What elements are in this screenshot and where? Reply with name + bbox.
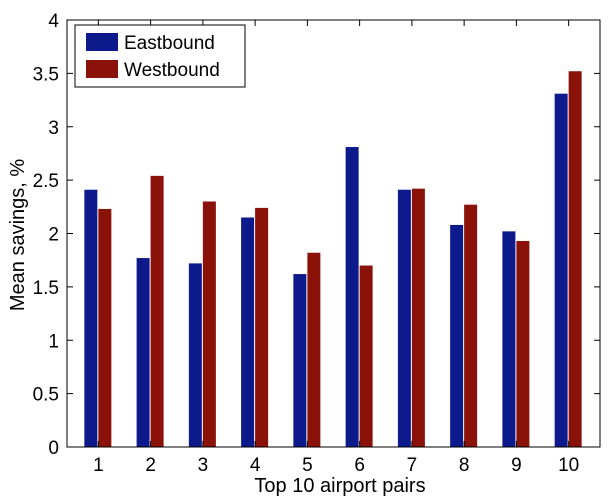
x-tick-label: 10 <box>558 455 579 476</box>
bar-eastbound-5 <box>293 274 307 447</box>
y-tick-label: 2.5 <box>33 171 59 192</box>
y-tick-label: 4 <box>48 11 59 32</box>
legend-swatch-eastbound <box>86 33 118 51</box>
bar-eastbound-8 <box>450 224 464 447</box>
bar-westbound-5 <box>307 252 321 447</box>
y-tick-label: 1.5 <box>33 278 59 299</box>
bar-westbound-10 <box>568 71 582 448</box>
bar-eastbound-10 <box>554 93 568 447</box>
bar-westbound-1 <box>98 208 112 447</box>
x-tick-label: 3 <box>198 455 209 476</box>
bar-westbound-8 <box>464 204 478 447</box>
y-tick-label: 2 <box>48 225 59 246</box>
ticks-layer: 0 0.5 1 1.5 2 2.5 3 3.5 4 1 2 3 4 5 6 7 8 9 10 <box>33 11 600 476</box>
x-tick-label: 2 <box>145 455 156 476</box>
bar-eastbound-2 <box>136 258 150 447</box>
x-tick-label: 8 <box>459 455 470 476</box>
bar-westbound-4 <box>255 207 269 447</box>
legend-label-eastbound: Eastbound <box>124 33 215 54</box>
y-axis-label: Mean savings, % <box>7 159 29 312</box>
x-tick-label: 9 <box>511 455 522 476</box>
bar-westbound-3 <box>202 201 216 447</box>
y-tick-label: 0.5 <box>33 385 59 406</box>
legend: Eastbound Westbound <box>74 24 246 88</box>
bar-westbound-2 <box>150 175 164 448</box>
legend-label-westbound: Westbound <box>124 60 220 81</box>
y-tick-label: 3 <box>48 118 59 139</box>
bar-eastbound-6 <box>345 147 359 447</box>
y-tick-label: 3.5 <box>33 64 59 85</box>
legend-swatch-westbound <box>86 60 118 78</box>
x-tick-label: 7 <box>407 455 418 476</box>
x-axis-label: Top 10 airport pairs <box>254 475 425 497</box>
x-tick-label: 4 <box>250 455 261 476</box>
bars-layer <box>84 71 582 448</box>
bar-eastbound-4 <box>241 217 255 447</box>
bar-eastbound-7 <box>397 189 411 448</box>
x-tick-label: 6 <box>354 455 365 476</box>
bar-westbound-7 <box>411 188 425 448</box>
x-tick-label: 5 <box>302 455 313 476</box>
bar-westbound-6 <box>359 265 373 447</box>
bar-eastbound-1 <box>84 189 98 448</box>
bar-eastbound-9 <box>502 231 516 447</box>
bar-eastbound-3 <box>188 263 202 447</box>
x-tick-label: 1 <box>93 455 104 476</box>
y-tick-label: 1 <box>48 331 59 352</box>
bar-westbound-9 <box>516 240 530 447</box>
y-tick-label: 0 <box>48 438 59 459</box>
